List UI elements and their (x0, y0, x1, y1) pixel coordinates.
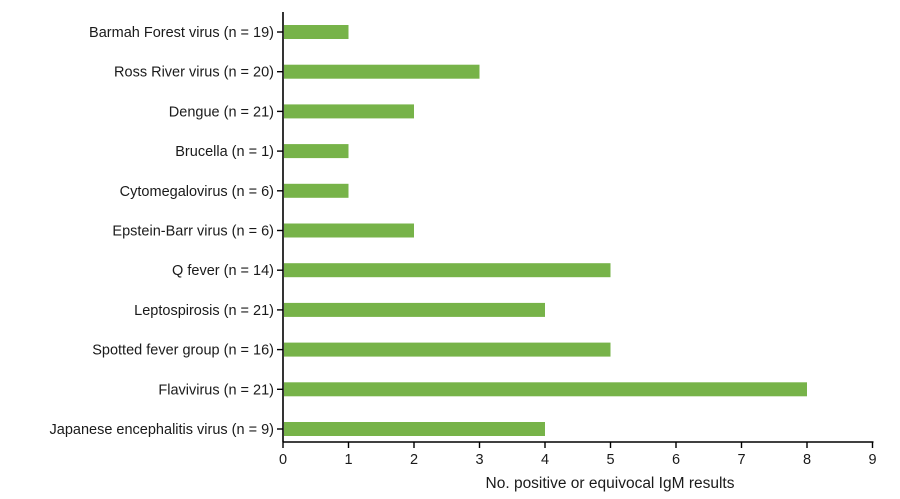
category-label: Dengue (n = 21) (169, 104, 274, 120)
x-tick-label: 3 (475, 452, 483, 468)
bar (284, 382, 807, 397)
bar (284, 64, 480, 79)
category-label: Cytomegalovirus (n = 6) (120, 184, 274, 200)
category-label: Spotted fever group (n = 16) (92, 343, 274, 359)
bar (284, 342, 611, 357)
category-label: Epstein-Barr virus (n = 6) (112, 224, 274, 240)
category-label: Japanese encephalitis virus (n = 9) (50, 422, 274, 438)
bar (284, 144, 349, 159)
bar (284, 422, 545, 436)
category-label: Barmah Forest virus (n = 19) (89, 25, 274, 41)
category-label: Flavivirus (n = 21) (158, 382, 274, 398)
x-tick-label: 1 (344, 452, 352, 468)
x-axis-ticks: 0 1 2 3 4 5 6 7 8 9 (279, 442, 877, 468)
x-tick-label: 7 (737, 452, 745, 468)
x-axis-title: No. positive or equivocal IgM results (486, 475, 735, 492)
category-label: Brucella (n = 1) (175, 144, 274, 160)
x-tick-label: 0 (279, 452, 287, 468)
bar (284, 25, 349, 39)
x-tick-label: 8 (803, 452, 811, 468)
x-tick-label: 6 (672, 452, 680, 468)
bar (284, 302, 545, 317)
category-labels: Barmah Forest virus (n = 19) Ross River v… (50, 25, 283, 438)
bars-group (284, 25, 807, 436)
bar (284, 223, 414, 238)
x-tick-label: 2 (410, 452, 418, 468)
category-label: Leptospirosis (n = 21) (134, 303, 274, 319)
category-label: Q fever (n = 14) (172, 263, 274, 279)
x-tick-label: 5 (606, 452, 614, 468)
x-tick-label: 4 (541, 452, 549, 468)
bar (284, 263, 611, 278)
x-tick-label: 9 (868, 452, 876, 468)
bar (284, 104, 414, 119)
bar (284, 183, 349, 198)
category-label: Ross River virus (n = 20) (114, 65, 274, 81)
